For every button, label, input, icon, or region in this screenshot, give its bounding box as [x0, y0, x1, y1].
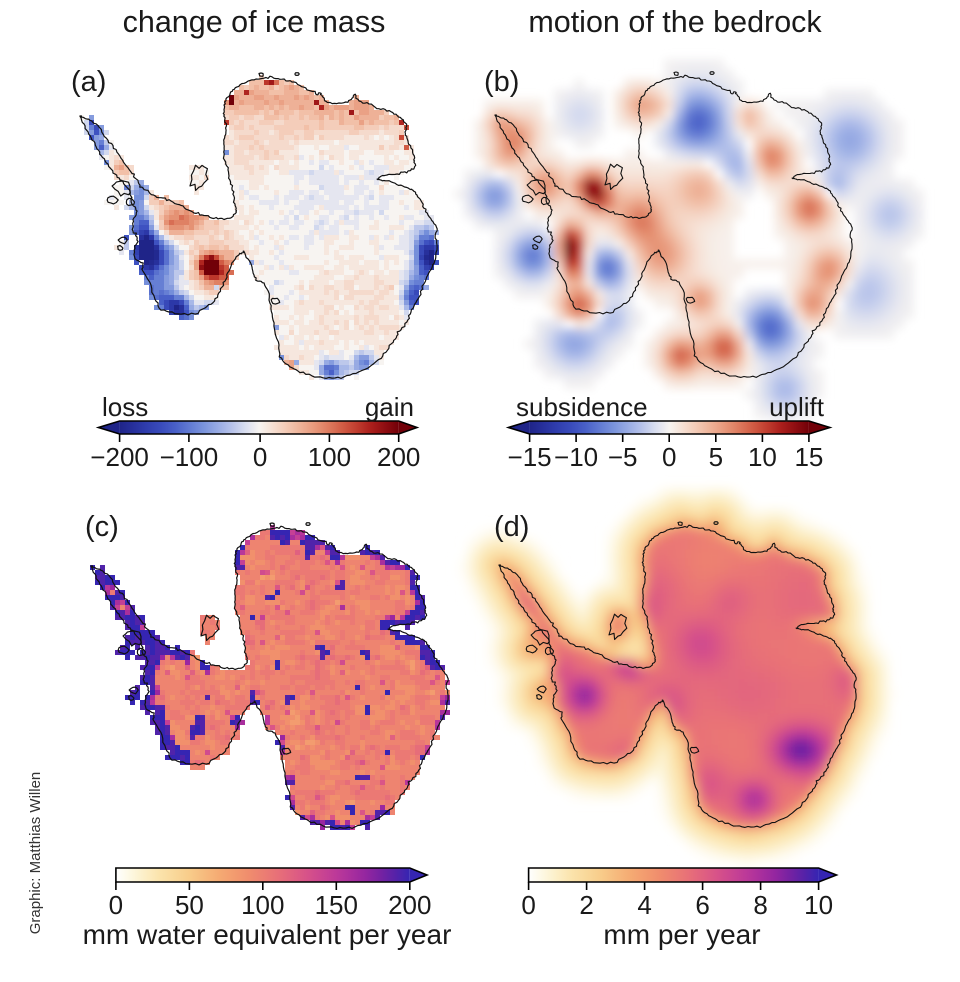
svg-text:0: 0 [253, 442, 267, 472]
svg-text:15: 15 [794, 442, 823, 472]
svg-text:change of ice mass: change of ice mass [123, 5, 386, 39]
svg-text:200: 200 [377, 442, 420, 472]
svg-text:4: 4 [637, 890, 651, 920]
svg-text:loss: loss [102, 392, 148, 422]
svg-text:uplift: uplift [769, 392, 825, 422]
svg-text:−10: −10 [554, 442, 598, 472]
svg-text:−5: −5 [608, 442, 638, 472]
svg-text:8: 8 [753, 890, 767, 920]
svg-text:Graphic: Matthias Willen: Graphic: Matthias Willen [27, 772, 44, 935]
svg-text:gain: gain [365, 392, 414, 422]
svg-text:10: 10 [804, 890, 833, 920]
svg-text:−100: −100 [160, 442, 219, 472]
svg-text:5: 5 [709, 442, 723, 472]
svg-text:mm water equivalent per year: mm water equivalent per year [83, 919, 452, 950]
svg-text:10: 10 [748, 442, 777, 472]
svg-text:200: 200 [388, 890, 431, 920]
svg-text:(c): (c) [85, 511, 119, 543]
svg-text:100: 100 [308, 442, 351, 472]
svg-text:6: 6 [695, 890, 709, 920]
svg-text:0: 0 [662, 442, 676, 472]
svg-text:2: 2 [579, 890, 593, 920]
svg-text:50: 50 [175, 890, 204, 920]
svg-text:0: 0 [109, 890, 123, 920]
svg-text:motion of the bedrock: motion of the bedrock [528, 5, 822, 39]
svg-text:0: 0 [521, 890, 535, 920]
svg-text:−200: −200 [90, 442, 149, 472]
svg-text:(a): (a) [71, 66, 106, 98]
svg-text:100: 100 [241, 890, 284, 920]
svg-text:subsidence: subsidence [516, 392, 648, 422]
svg-text:(b): (b) [484, 66, 519, 98]
svg-text:150: 150 [315, 890, 358, 920]
svg-text:−15: −15 [508, 442, 552, 472]
svg-text:mm per year: mm per year [603, 919, 760, 950]
svg-text:(d): (d) [494, 511, 529, 543]
